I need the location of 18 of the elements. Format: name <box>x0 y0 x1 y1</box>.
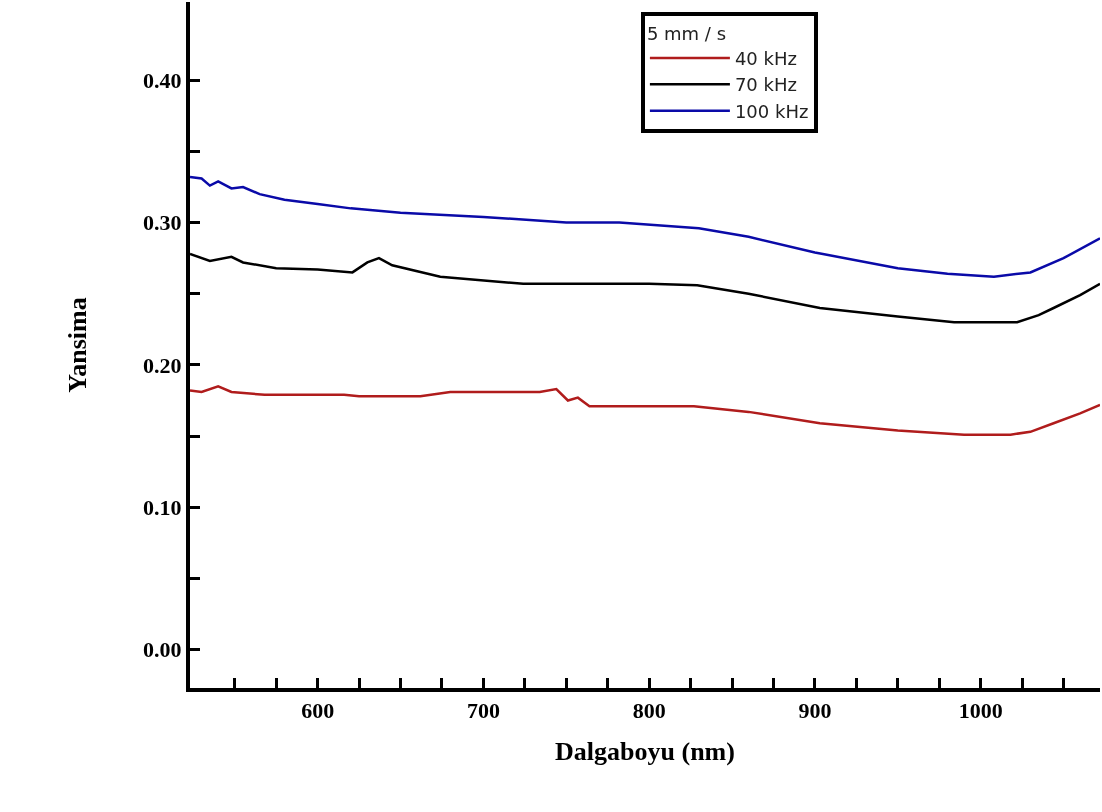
legend-label: 100 kHz <box>734 100 809 122</box>
line-series <box>190 175 1100 278</box>
x-tick-label: 700 <box>466 698 500 724</box>
x-tick-label: 800 <box>632 698 666 724</box>
y-axis-title: Yansima <box>63 297 92 393</box>
y-tick-label: 0.10 <box>143 494 182 520</box>
legend-label: 70 kHz <box>734 74 797 96</box>
y-tick-label: 0.00 <box>143 637 182 663</box>
legend-title: 5 mm / s <box>646 22 727 44</box>
y-tick-label: 0.20 <box>143 352 182 378</box>
x-tick-label: 600 <box>301 698 335 724</box>
x-axis-title: Dalgaboyu (nm) <box>555 736 735 766</box>
x-tick-label: 900 <box>798 698 832 724</box>
y-tick-label: 0.30 <box>143 210 182 236</box>
y-tick-label: 0.40 <box>143 67 182 93</box>
x-tick-label: 1000 <box>958 698 1003 724</box>
legend-label: 40 kHz <box>734 47 797 69</box>
line-series <box>190 385 1100 436</box>
